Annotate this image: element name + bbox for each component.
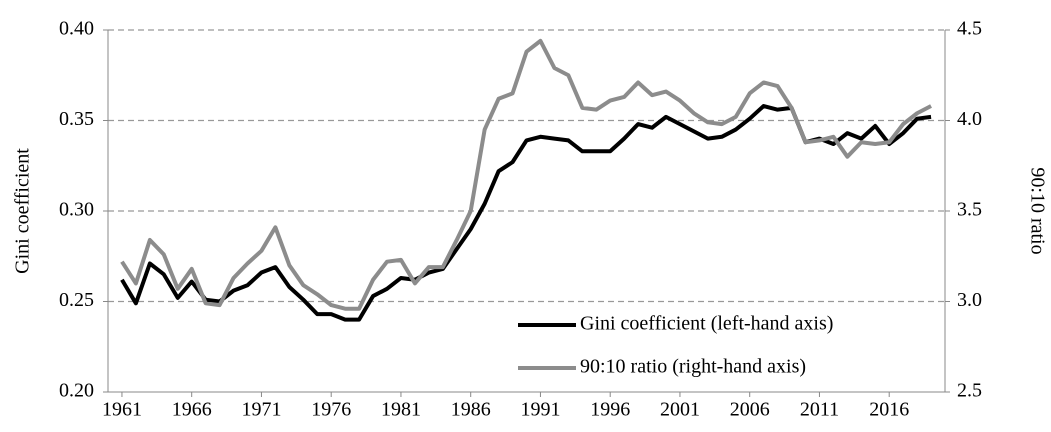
y2-tick-label: 2.5 (957, 380, 982, 402)
y2-tick-label: 3.5 (957, 199, 982, 221)
x-tick-label: 2006 (730, 399, 770, 421)
y2-tick-label: 4.0 (957, 108, 982, 130)
x-tick-label: 1966 (172, 399, 212, 421)
x-tick-label: 1996 (590, 399, 630, 421)
y2-axis-label: 90:10 ratio (1026, 167, 1048, 254)
x-tick-label: 2011 (800, 399, 839, 421)
x-tick-label: 1971 (241, 399, 281, 421)
y-tick-label: 0.40 (59, 18, 94, 40)
y-tick-label: 0.20 (59, 380, 94, 402)
x-tick-label: 2001 (660, 399, 700, 421)
y-tick-label: 0.30 (59, 199, 94, 221)
y2-tick-label: 3.0 (957, 289, 982, 311)
y-tick-label: 0.35 (59, 108, 94, 130)
y-axis-label: Gini coefficient (12, 148, 34, 274)
x-tick-label: 1981 (381, 399, 421, 421)
x-tick-label: 2016 (869, 399, 909, 421)
legend-label: 90:10 ratio (right-hand axis) (580, 356, 806, 378)
series-line (120, 38, 932, 311)
y2-tick-label: 4.5 (957, 18, 982, 40)
x-tick-label: 1986 (451, 399, 491, 421)
y-tick-label: 0.25 (59, 289, 94, 311)
x-tick-label: 1991 (520, 399, 560, 421)
legend-label: Gini coefficient (left-hand axis) (580, 313, 833, 335)
x-tick-label: 1976 (311, 399, 351, 421)
x-tick-label: 1961 (102, 399, 142, 421)
series-line (120, 104, 932, 322)
